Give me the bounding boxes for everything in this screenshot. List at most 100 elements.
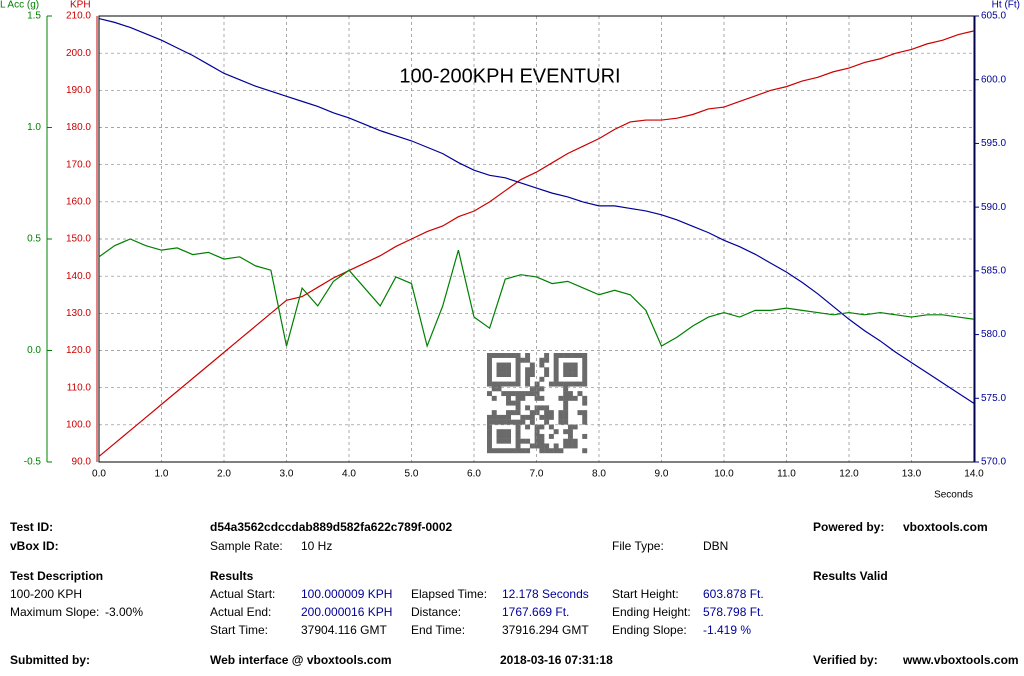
qr-cell (553, 381, 559, 387)
qr-cell (548, 448, 554, 454)
qr-cell (491, 419, 497, 425)
qr-cell (553, 429, 559, 435)
qr-cell (544, 367, 550, 373)
qr-cell (534, 405, 540, 411)
x-tick-label: 6.0 (467, 469, 481, 480)
qr-cell (539, 448, 545, 454)
qr-cell (567, 381, 573, 387)
qr-cell (544, 405, 550, 411)
qr-cell (563, 419, 569, 425)
qr-cell (515, 438, 521, 444)
qr-cell (558, 395, 564, 401)
qr-cell (529, 386, 535, 392)
qr-cell (563, 429, 569, 435)
label: End Time: (411, 623, 465, 637)
y-tick-label: 160.0 (66, 196, 91, 207)
qr-cell (534, 410, 540, 416)
x-tick-label: 10.0 (714, 469, 734, 480)
label: Start Time: (210, 623, 268, 637)
qr-cell (572, 438, 578, 444)
qr-cell (539, 424, 545, 430)
qr-cell (510, 400, 516, 406)
value: 10 Hz (301, 539, 332, 553)
qr-cell (534, 443, 540, 449)
y3-tick-label: 580.0 (981, 329, 1006, 340)
value: 578.798 Ft. (703, 605, 764, 619)
qr-cell (487, 381, 492, 387)
qr-cell (534, 395, 540, 401)
qr-cell (491, 395, 497, 401)
qr-cell (544, 414, 550, 420)
label: Ending Height: (612, 605, 691, 619)
qr-cell (525, 357, 531, 363)
x-tick-label: 13.0 (902, 469, 922, 480)
value: Web interface @ vboxtools.com (210, 653, 392, 667)
qr-cell (520, 391, 526, 397)
label: Powered by: (813, 520, 884, 534)
qr-cell (487, 443, 492, 449)
qr-cell (515, 433, 521, 439)
x-tick-label: 2.0 (217, 469, 231, 480)
qr-cell (506, 414, 512, 420)
qr-cell (515, 400, 521, 406)
qr-cell (487, 429, 492, 435)
qr-cell (567, 429, 573, 435)
qr-cell (534, 433, 540, 439)
qr-cell (563, 381, 569, 387)
qr-cell (567, 367, 573, 373)
qr-cell (487, 448, 492, 454)
y-tick-label: 150.0 (66, 234, 91, 245)
qr-cell (572, 424, 578, 430)
qr-cell (582, 357, 588, 363)
x-tick-label: 4.0 (342, 469, 356, 480)
qr-cell (582, 410, 588, 416)
qr-cell (582, 353, 588, 358)
y2-axis-title: L Acc (g) (0, 0, 39, 11)
qr-cell (544, 410, 550, 416)
qr-cell (558, 414, 564, 420)
value: www.vboxtools.com (902, 653, 1019, 667)
label: Verified by: (813, 653, 878, 667)
qr-cell (506, 391, 512, 397)
y2-tick-label: -0.5 (24, 457, 42, 468)
label: Elapsed Time: (411, 587, 487, 601)
series-line (98, 30, 975, 457)
qr-cell (539, 357, 545, 363)
qr-cell (525, 448, 531, 454)
qr-cell (539, 395, 545, 401)
qr-cell (582, 381, 588, 387)
label: Start Height: (612, 587, 679, 601)
qr-cell (515, 448, 521, 454)
value: 100.000009 KPH (301, 587, 392, 601)
qr-cell (520, 357, 526, 363)
heading: Test Description (10, 569, 103, 583)
qr-cell (501, 448, 507, 454)
qr-cell (491, 448, 497, 454)
qr-cell (501, 372, 507, 378)
label: Submitted by: (10, 653, 90, 667)
qr-cell (553, 372, 559, 378)
qr-cell (577, 391, 583, 397)
qr-cell (529, 391, 535, 397)
qr-cell (487, 414, 492, 420)
qr-cell (563, 414, 569, 420)
qr-cell (515, 376, 521, 382)
label: File Type: (612, 539, 664, 553)
qr-cell (567, 362, 573, 368)
qr-cell (563, 400, 569, 406)
qr-cell (544, 443, 550, 449)
qr-cell (553, 353, 559, 358)
qr-cell (510, 391, 516, 397)
qr-cell (515, 429, 521, 435)
value: -1.419 % (703, 623, 751, 637)
qr-cell (496, 386, 502, 392)
value: 603.878 Ft. (703, 587, 764, 601)
qr-cell (506, 353, 512, 358)
y-axis-title: KPH (70, 0, 91, 11)
label: Distance: (411, 605, 461, 619)
qr-cell (553, 362, 559, 368)
qr-cell (525, 372, 531, 378)
qr-cell (506, 438, 512, 444)
qr-cell (487, 438, 492, 444)
